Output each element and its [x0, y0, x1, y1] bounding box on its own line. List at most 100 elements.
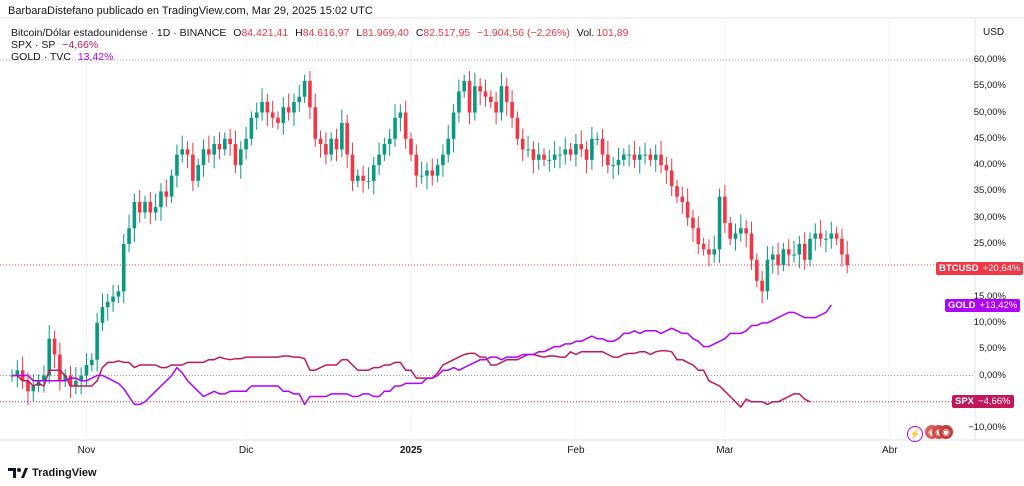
candle-body: [265, 101, 270, 113]
candle-body: [637, 154, 642, 160]
spx-legend[interactable]: SPX · SP −4,66%: [11, 39, 102, 51]
brand-name: TradingView: [32, 467, 97, 479]
candle-body: [42, 375, 46, 381]
candle-body: [659, 154, 663, 166]
candle-body: [313, 107, 318, 139]
currency-label[interactable]: USD: [983, 27, 1005, 38]
candle-body: [95, 322, 99, 360]
flag-us-icon-3[interactable]: ◉: [939, 425, 953, 439]
symbol-title: Bitcoin/Dólar estadounidense · 1D · BINA…: [11, 27, 227, 39]
y-tick-label: 40,00%: [973, 159, 1006, 171]
candle-body: [824, 238, 828, 240]
candle-body: [356, 175, 360, 181]
candle-body: [802, 244, 807, 260]
candle-body: [818, 233, 823, 239]
candle-body: [664, 165, 669, 171]
volume-value: Vol. 101,89: [576, 27, 629, 39]
candle-body: [494, 101, 498, 113]
candle-body: [74, 380, 78, 387]
y-tick-label: 5,00%: [979, 343, 1006, 355]
y-tick-label: 15,00%: [973, 290, 1006, 302]
candle-body: [483, 91, 488, 97]
close-value: C82.517,95: [415, 27, 471, 39]
candle-body: [207, 149, 211, 155]
y-tick-label: 10,00%: [973, 316, 1006, 328]
candle-body: [744, 228, 748, 234]
candle-body: [52, 338, 57, 355]
high-value: H84.616,97: [295, 27, 350, 39]
candle-body: [520, 138, 525, 150]
candle-body: [776, 254, 780, 266]
candle-body: [334, 138, 339, 150]
gold-legend[interactable]: GOLD · TVC 13,42%: [11, 51, 117, 63]
x-tick-label: Mar: [716, 445, 734, 456]
candle-body: [808, 238, 812, 260]
candle-body: [196, 165, 200, 181]
candle-body: [717, 196, 722, 250]
candle-body: [600, 138, 605, 155]
candle-body: [446, 138, 451, 155]
candle-body: [536, 154, 541, 160]
candle-body: [132, 201, 137, 229]
y-tick-label: 0,00%: [979, 369, 1006, 381]
candle-body: [286, 107, 291, 113]
y-tick-label: 30,00%: [973, 211, 1006, 223]
spx-price-badge: SPX −4,66%: [952, 395, 1014, 408]
candle-body: [510, 101, 514, 118]
candle-body: [361, 175, 365, 181]
candle-body: [297, 96, 302, 102]
candle-body: [79, 375, 83, 381]
candle-body: [675, 186, 679, 197]
candle-body: [377, 154, 381, 166]
candle-body: [478, 86, 482, 92]
candle-body: [701, 244, 706, 250]
candle-body: [547, 159, 552, 161]
candle-body: [632, 154, 637, 160]
tradingview-logo[interactable]: TradingView: [8, 467, 97, 479]
candle-body: [233, 144, 238, 166]
candle-body: [499, 86, 504, 113]
btc-price-badge: BTCUSD +20,64%: [936, 262, 1024, 275]
candle-body: [441, 154, 445, 166]
candle-body: [148, 201, 153, 213]
candle-body: [457, 91, 461, 113]
candle-body: [611, 165, 615, 167]
candle-body: [707, 249, 711, 255]
candle-body: [292, 101, 296, 113]
candle-body: [238, 149, 243, 166]
candle-body: [755, 259, 759, 281]
candle-body: [201, 149, 206, 166]
candle-body: [834, 233, 839, 239]
candle-body: [276, 117, 280, 124]
candle-body: [31, 386, 36, 392]
lightning-icon[interactable]: ⚡: [907, 426, 923, 442]
candle-body: [680, 196, 685, 202]
spx-name: SPX · SP: [11, 39, 56, 51]
low-value: L81.969,40: [356, 27, 409, 39]
candle-body: [393, 117, 397, 139]
candle-body: [760, 280, 764, 292]
candle-body: [329, 138, 333, 155]
candle-body: [786, 249, 791, 255]
candle-body: [169, 175, 174, 197]
candle-body: [185, 149, 190, 155]
candle-body: [137, 201, 142, 213]
candle-body: [345, 123, 349, 155]
open-value: O84.421,41: [233, 27, 289, 39]
candle-body: [371, 165, 376, 181]
spx-change: −4,66%: [62, 39, 99, 51]
publisher-line: BarbaraDistefano publicado en TradingVie…: [8, 5, 373, 17]
x-tick-label: 2025: [399, 445, 423, 456]
candle-body: [68, 375, 73, 387]
candle-body: [324, 144, 328, 155]
btc-legend[interactable]: Bitcoin/Dólar estadounidense · 1D · BINA…: [11, 27, 632, 39]
candle-body: [430, 170, 435, 176]
candle-body: [159, 191, 163, 208]
candle-body: [451, 112, 456, 139]
candle-body: [244, 138, 248, 150]
candle-body: [765, 259, 770, 292]
candle-body: [643, 154, 647, 156]
candle-body: [350, 154, 355, 181]
candle-body: [153, 207, 158, 213]
